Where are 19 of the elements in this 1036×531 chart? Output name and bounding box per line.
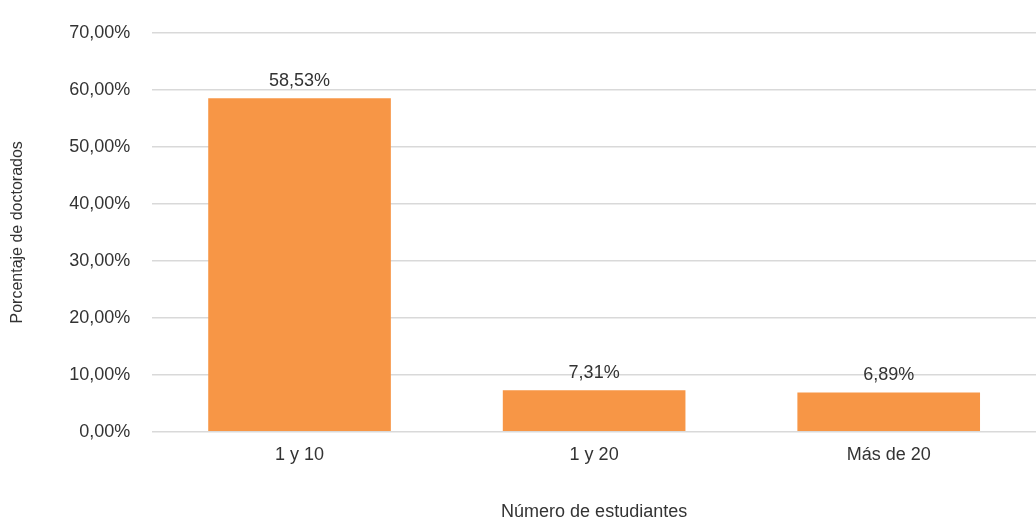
y-tick-label: 0,00%	[79, 420, 131, 441]
data-label: 58,53%	[269, 70, 331, 91]
y-axis-title: Porcentaje de doctorados	[8, 141, 26, 324]
data-label: 7,31%	[568, 362, 620, 383]
x-tick-label: 1 y 10	[275, 443, 325, 464]
y-tick-label: 60,00%	[69, 78, 131, 99]
y-tick-label: 40,00%	[69, 192, 131, 213]
bar	[797, 392, 981, 432]
y-tick-label: 10,00%	[69, 363, 131, 384]
bar	[502, 390, 686, 432]
x-axis-title: Número de estudiantes	[501, 501, 688, 522]
y-tick-label: 20,00%	[69, 306, 131, 327]
x-tick-label: Más de 20	[846, 443, 931, 464]
y-tick-label: 70,00%	[69, 21, 131, 42]
y-tick-label: 30,00%	[69, 249, 131, 270]
data-label: 6,89%	[863, 364, 915, 385]
x-tick-label: 1 y 20	[569, 443, 619, 464]
y-tick-label: 50,00%	[69, 135, 131, 156]
bar	[208, 98, 391, 432]
